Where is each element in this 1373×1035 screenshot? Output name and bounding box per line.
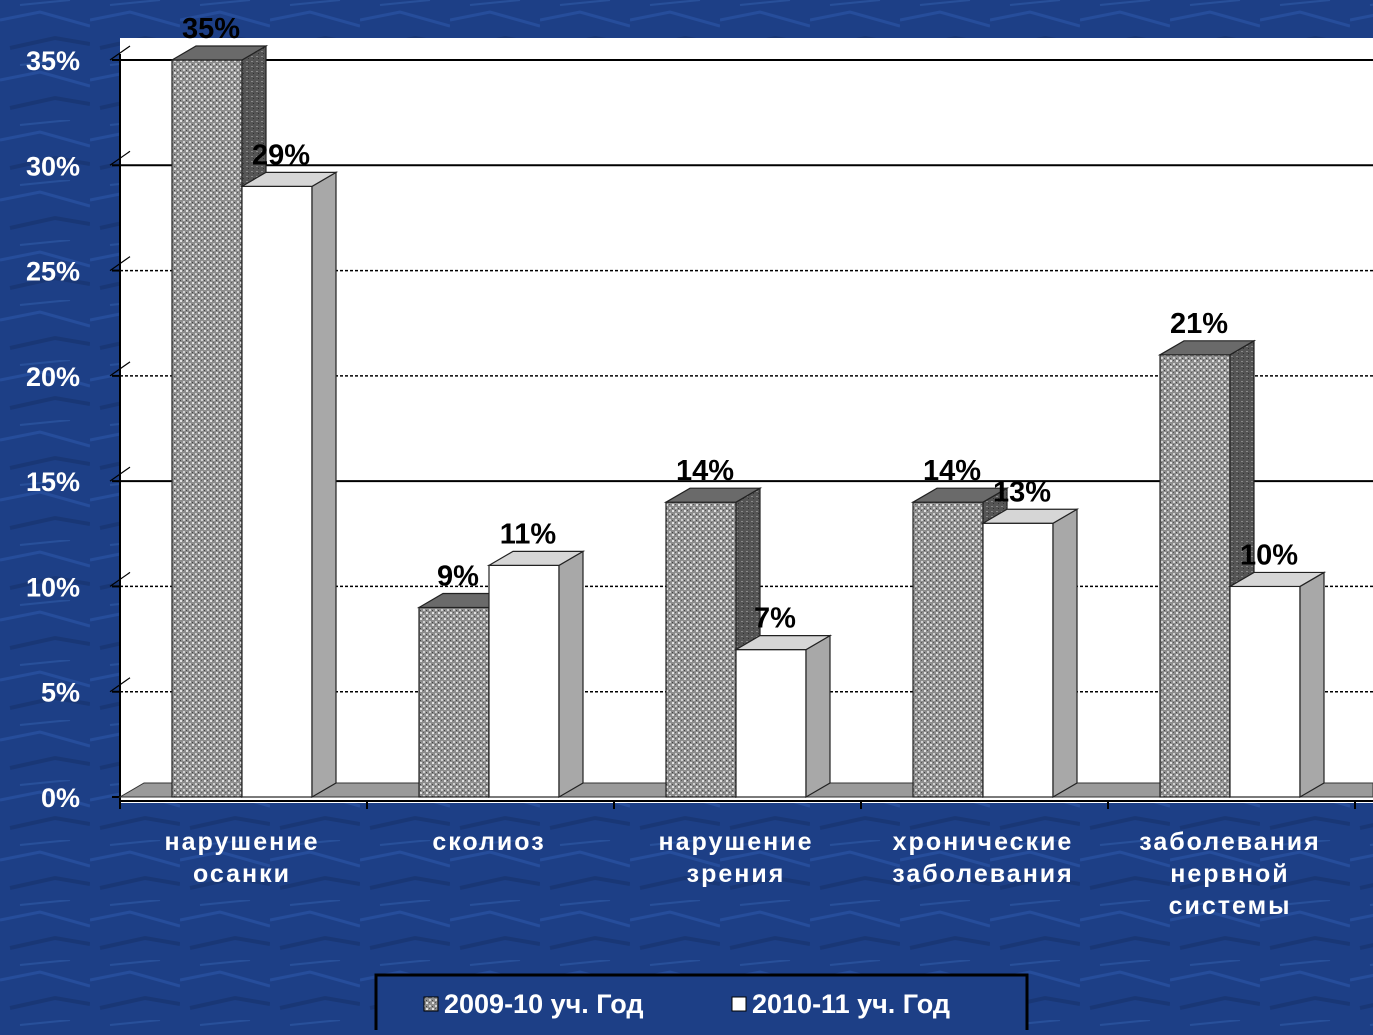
bar-side-2-2 bbox=[558, 550, 584, 799]
x-category-label: нарушение bbox=[165, 828, 320, 856]
bar-top-1-5 bbox=[1157, 340, 1257, 356]
data-label: 35% bbox=[182, 13, 240, 45]
bar-2-1 bbox=[241, 185, 313, 798]
x-category-label: хронические bbox=[893, 828, 1074, 856]
legend-label-2: 2010-11 уч. Год bbox=[752, 989, 950, 1019]
bar-side-2-4 bbox=[1052, 508, 1078, 799]
bar-1-5 bbox=[1159, 354, 1231, 798]
data-label: 11% bbox=[500, 518, 557, 550]
data-label: 29% bbox=[252, 139, 310, 171]
y-tick-label: 15% bbox=[26, 467, 80, 497]
x-category-label: нарушение bbox=[659, 828, 814, 856]
y-tick-label: 0% bbox=[41, 783, 80, 813]
x-category-label: осанки bbox=[193, 860, 291, 888]
x-category-label: заболевания bbox=[892, 860, 1074, 888]
data-label: 21% bbox=[1170, 308, 1228, 340]
legend-label-1: 2009-10 уч. Год bbox=[444, 989, 644, 1019]
bar-2-5 bbox=[1229, 585, 1301, 798]
bar-1-1 bbox=[171, 59, 243, 798]
x-category-label: нервной bbox=[1170, 860, 1289, 888]
gridline-side bbox=[109, 45, 131, 61]
bar-2-3 bbox=[735, 648, 807, 798]
data-label: 10% bbox=[1240, 539, 1298, 571]
y-tick-label: 30% bbox=[26, 151, 80, 181]
bar-1-4 bbox=[912, 501, 984, 798]
bar-side-2-5 bbox=[1299, 571, 1325, 799]
bar-side-2-1 bbox=[311, 171, 337, 799]
data-label: 7% bbox=[754, 603, 796, 635]
x-category-label: системы bbox=[1169, 892, 1292, 920]
legend bbox=[374, 973, 1029, 1035]
y-tick-label: 10% bbox=[26, 572, 80, 602]
bar-2-2 bbox=[488, 564, 560, 798]
y-tick-label: 5% bbox=[41, 678, 80, 708]
x-category-label: сколиоз bbox=[432, 828, 545, 856]
bar-top-1-4 bbox=[910, 487, 1010, 503]
bar-top-1-1 bbox=[169, 45, 269, 61]
bar-side-2-3 bbox=[805, 634, 831, 799]
bar-1-3 bbox=[665, 501, 737, 798]
y-tick-label: 25% bbox=[26, 257, 80, 287]
data-label: 14% bbox=[676, 455, 734, 487]
legend-swatch-1 bbox=[423, 996, 439, 1012]
legend-swatch-2 bbox=[731, 996, 747, 1012]
bar-top-2-4 bbox=[980, 508, 1080, 524]
bar-top-2-2 bbox=[486, 550, 586, 566]
data-label: 14% bbox=[923, 455, 981, 487]
y-tick-label: 35% bbox=[26, 46, 80, 76]
bar-top-1-3 bbox=[663, 487, 763, 503]
x-category-label: зрения bbox=[687, 860, 786, 888]
bar-2-4 bbox=[982, 522, 1054, 798]
data-label: 9% bbox=[437, 560, 479, 592]
y-tick-label: 20% bbox=[26, 362, 80, 392]
data-label: 13% bbox=[993, 476, 1051, 508]
bar-1-2 bbox=[418, 606, 490, 798]
x-category-label: заболевания bbox=[1139, 828, 1321, 856]
bar-top-2-3 bbox=[733, 634, 833, 651]
bar-top-2-1 bbox=[239, 171, 339, 187]
bar-top-2-5 bbox=[1227, 571, 1327, 588]
